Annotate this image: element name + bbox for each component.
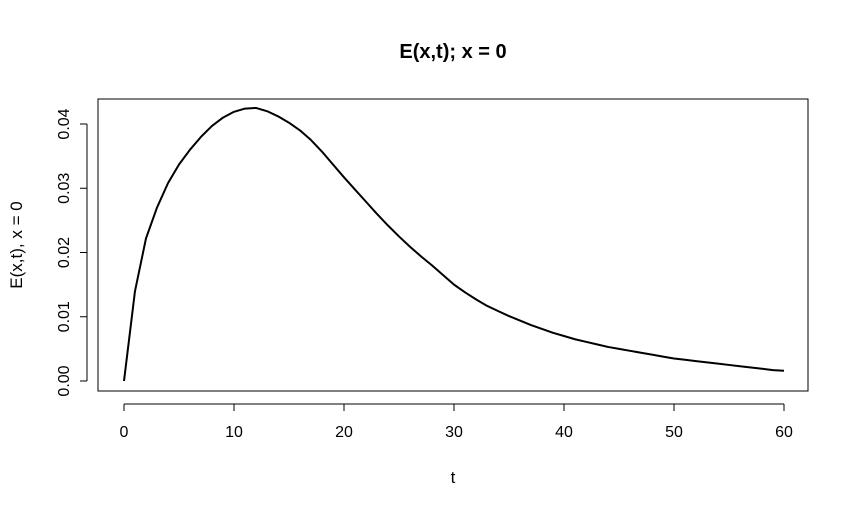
y-tick-label: 0.00 <box>56 365 73 396</box>
x-tick-label: 60 <box>775 424 793 441</box>
y-tick-label: 0.04 <box>56 108 73 139</box>
x-tick-label: 40 <box>555 424 573 441</box>
x-axis: 0 10 20 30 40 50 60 <box>120 403 793 441</box>
x-tick-label: 30 <box>445 424 463 441</box>
chart-title: E(x,t); x = 0 <box>399 41 506 63</box>
x-tick-label: 50 <box>665 424 683 441</box>
x-tick-label: 10 <box>225 424 243 441</box>
y-axis-label: E(x,t), x = 0 <box>7 201 26 288</box>
y-tick-label: 0.01 <box>56 301 73 332</box>
data-line <box>123 106 785 382</box>
y-tick-label: 0.03 <box>56 173 73 204</box>
x-axis-label: t <box>451 468 456 487</box>
plot-frame <box>97 98 809 392</box>
y-tick-label: 0.02 <box>56 237 73 268</box>
y-axis: 0.00 0.01 0.02 0.03 0.04 <box>56 108 88 397</box>
x-tick-label: 20 <box>335 424 353 441</box>
x-tick-label: 0 <box>120 424 129 441</box>
